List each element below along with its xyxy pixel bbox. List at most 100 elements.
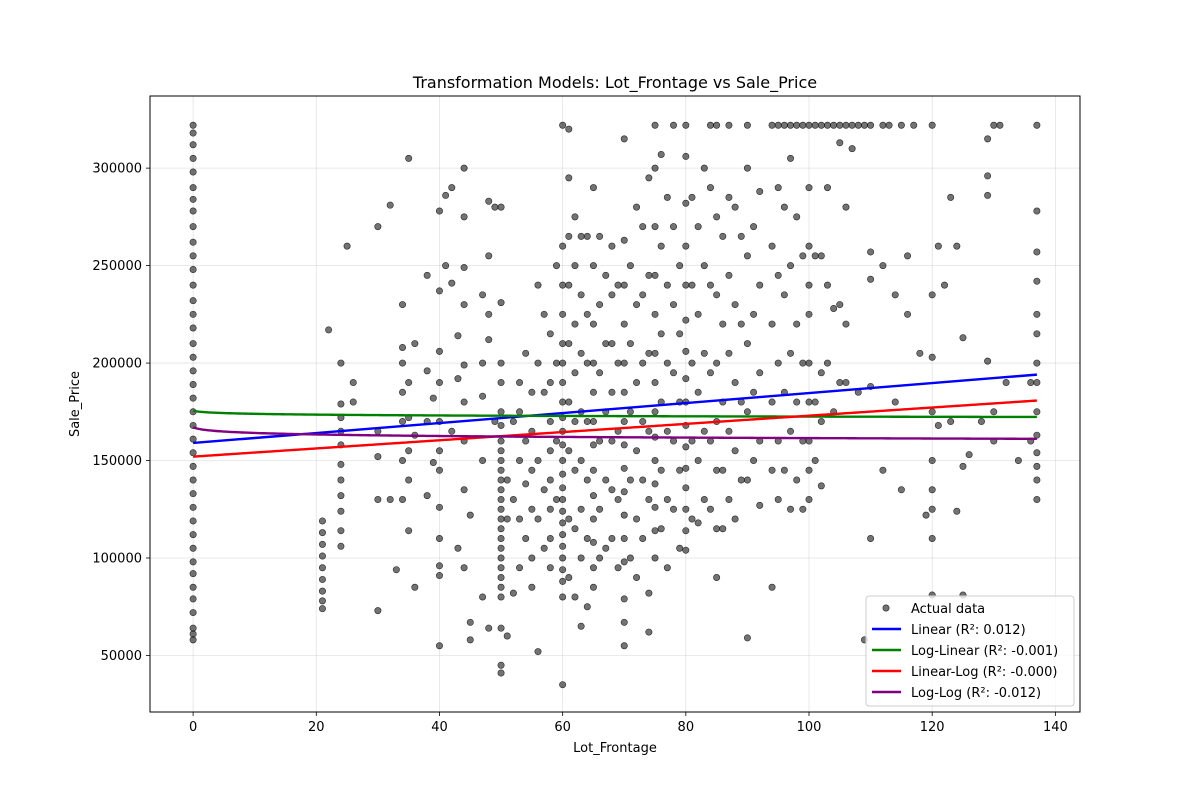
- scatter-point: [780, 466, 788, 474]
- scatter-point: [688, 359, 696, 367]
- scatter-point: [405, 447, 413, 455]
- scatter-point: [768, 398, 776, 406]
- scatter-point: [559, 359, 567, 367]
- scatter-point: [633, 301, 641, 309]
- model-line-log-linear: [192, 409, 1037, 419]
- scatter-point: [435, 642, 443, 650]
- scatter-point: [546, 418, 554, 426]
- scatter-point: [805, 359, 813, 367]
- scatter-point: [189, 340, 197, 348]
- scatter-point: [651, 379, 659, 387]
- scatter-point: [497, 496, 505, 504]
- scatter-point: [497, 505, 505, 513]
- x-tick-label: 120: [920, 720, 945, 735]
- scatter-point: [694, 519, 702, 527]
- scatter-point: [571, 320, 579, 328]
- scatter-point: [645, 349, 653, 357]
- scatter-point: [559, 484, 567, 492]
- scatter-point: [706, 505, 714, 513]
- scatter-point: [620, 135, 628, 143]
- scatter-point: [823, 121, 831, 129]
- scatter-point: [602, 271, 610, 279]
- scatter-point: [596, 369, 604, 377]
- scatter-point: [780, 121, 788, 129]
- scatter-point: [639, 359, 647, 367]
- scatter-point: [435, 503, 443, 511]
- scatter-point: [454, 375, 462, 383]
- scatter-point: [984, 135, 992, 143]
- scatter-point: [756, 501, 764, 509]
- scatter-point: [725, 496, 733, 504]
- scatter-point: [614, 281, 622, 289]
- scatter-point: [799, 121, 807, 129]
- y-tick-label: 100000: [92, 552, 142, 567]
- scatter-point: [559, 593, 567, 601]
- scatter-point: [608, 535, 616, 543]
- scatter-point: [645, 628, 653, 636]
- scatter-point: [189, 531, 197, 539]
- scatter-point: [805, 496, 813, 504]
- scatter-point: [559, 398, 567, 406]
- scatter-point: [928, 535, 936, 543]
- scatter-point: [657, 150, 665, 158]
- scatter-point: [663, 496, 671, 504]
- scatter-point: [559, 281, 567, 289]
- scatter-point: [657, 466, 665, 474]
- scatter-point: [528, 505, 536, 513]
- scatter-point: [577, 291, 585, 299]
- scatter-point: [189, 476, 197, 484]
- scatter-point: [318, 605, 326, 613]
- scatter-point: [503, 515, 511, 523]
- scatter-point: [768, 121, 776, 129]
- scatter-point: [725, 427, 733, 435]
- scatter-point: [676, 262, 684, 270]
- scatter-point: [904, 252, 912, 260]
- scatter-point: [651, 480, 659, 488]
- scatter-point: [787, 154, 795, 162]
- model-line-log-log: [192, 426, 1037, 441]
- y-tick-label: 50000: [101, 649, 142, 664]
- scatter-point: [651, 457, 659, 465]
- scatter-point: [731, 379, 739, 387]
- scatter-point: [522, 535, 530, 543]
- scatter-point: [787, 349, 795, 357]
- scatter-point: [386, 496, 394, 504]
- scatter-point: [337, 542, 345, 550]
- scatter-point: [534, 457, 542, 465]
- scatter-point: [318, 575, 326, 583]
- scatter-point: [633, 203, 641, 211]
- scatter-point: [559, 496, 567, 504]
- scatter-point: [189, 353, 197, 361]
- scatter-point: [1033, 121, 1041, 129]
- scatter-point: [516, 564, 524, 572]
- scatter-point: [743, 252, 751, 260]
- scatter-point: [454, 544, 462, 552]
- scatter-point: [374, 453, 382, 461]
- scatter-point: [626, 262, 634, 270]
- scatter-point: [497, 421, 505, 429]
- scatter-point: [756, 281, 764, 289]
- scatter-point: [189, 129, 197, 137]
- scatter-point: [614, 564, 622, 572]
- scatter-point: [343, 242, 351, 250]
- scatter-point: [497, 408, 505, 416]
- scatter-point: [318, 517, 326, 525]
- scatter-point: [1033, 277, 1041, 285]
- scatter-point: [805, 310, 813, 318]
- model-line-linear: [193, 373, 1037, 445]
- scatter-point: [189, 462, 197, 470]
- scatter-point: [953, 242, 961, 250]
- scatter-point: [460, 301, 468, 309]
- scatter-point: [639, 223, 647, 231]
- scatter-point: [854, 121, 862, 129]
- scatter-point: [318, 564, 326, 572]
- scatter-point: [799, 505, 807, 513]
- scatter-point: [626, 476, 634, 484]
- scatter-point: [497, 661, 505, 669]
- scatter-point: [516, 457, 524, 465]
- scatter-point: [392, 566, 400, 574]
- scatter-point: [497, 437, 505, 445]
- scatter-point: [540, 486, 548, 494]
- scatter-point: [546, 535, 554, 543]
- scatter-point: [990, 408, 998, 416]
